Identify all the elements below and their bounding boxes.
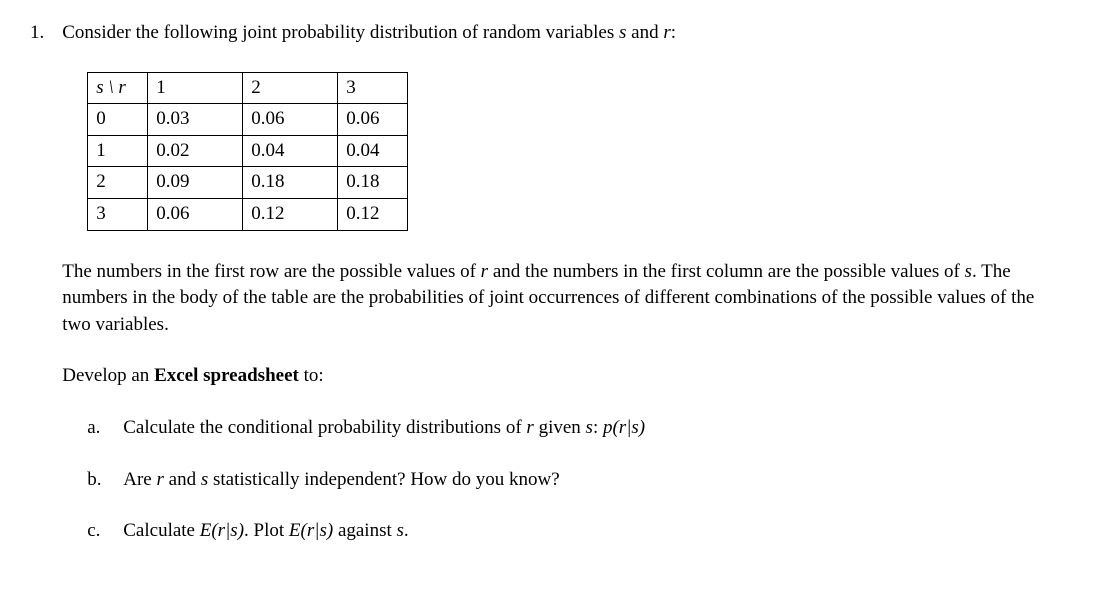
instruction-paragraph: Develop an Excel spreadsheet to: (62, 363, 1065, 390)
s-value-3: 3 (88, 198, 148, 230)
table-row: 1 0.02 0.04 0.04 (88, 135, 408, 167)
sub-a-prefix: Calculate the conditional probability di… (123, 417, 526, 438)
sub-a-text: Calculate the conditional probability di… (123, 415, 645, 442)
sub-b-prefix: Are (123, 469, 156, 490)
probability-table: s \ r 1 2 3 0 0.03 0.06 0.06 1 0.02 0.04… (87, 72, 408, 231)
sub-item-b: b. Are r and s statistically independent… (87, 467, 1065, 494)
r-value-2: 2 (243, 72, 338, 104)
table-cell: 0.06 (243, 104, 338, 136)
sub-items-list: a. Calculate the conditional probability… (87, 415, 1065, 545)
table-cell: 0.09 (148, 167, 243, 199)
s-value-2: 2 (88, 167, 148, 199)
sub-a-mid: given (534, 417, 586, 438)
table-row: 0 0.03 0.06 0.06 (88, 104, 408, 136)
question-body: Consider the following joint probability… (62, 20, 1065, 570)
sub-c-label: c. (87, 518, 105, 545)
table-cell: 0.06 (338, 104, 408, 136)
s-value-0: 0 (88, 104, 148, 136)
header-corner: s \ r (88, 72, 148, 104)
sub-item-a: a. Calculate the conditional probability… (87, 415, 1065, 442)
r-value-1: 1 (148, 72, 243, 104)
question-number: 1. (30, 20, 44, 570)
intro-text: Consider the following joint probability… (62, 20, 1065, 47)
sub-b-suffix: statistically independent? How do you kn… (208, 469, 559, 490)
table-cell: 0.18 (243, 167, 338, 199)
table-row: 2 0.09 0.18 0.18 (88, 167, 408, 199)
var-r: r (526, 417, 533, 438)
instruction-bold: Excel spreadsheet (154, 365, 299, 386)
table-header-row: s \ r 1 2 3 (88, 72, 408, 104)
sub-a-formula: p(r|s) (603, 417, 645, 438)
table-cell: 0.06 (148, 198, 243, 230)
sub-a-label: a. (87, 415, 105, 442)
instruction-prefix: Develop an (62, 365, 154, 386)
intro-prefix: Consider the following joint probability… (62, 22, 619, 43)
sub-b-text: Are r and s statistically independent? H… (123, 467, 559, 494)
table-cell: 0.18 (338, 167, 408, 199)
table-cell: 0.04 (243, 135, 338, 167)
var-s: s (397, 520, 404, 541)
instruction-suffix: to: (299, 365, 324, 386)
table-cell: 0.12 (338, 198, 408, 230)
explanation-prefix: The numbers in the first row are the pos… (62, 261, 480, 282)
var-s: s (586, 417, 593, 438)
sub-c-suffix: . (404, 520, 409, 541)
intro-suffix: : (671, 22, 676, 43)
sub-b-label: b. (87, 467, 105, 494)
sub-c-formula2: E(r|s) (289, 520, 333, 541)
var-r: r (156, 469, 163, 490)
var-s: s (965, 261, 972, 282)
sub-c-against: against (333, 520, 396, 541)
table-row: 3 0.06 0.12 0.12 (88, 198, 408, 230)
sub-c-text: Calculate E(r|s). Plot E(r|s) against s. (123, 518, 408, 545)
sub-c-mid: . Plot (244, 520, 289, 541)
sub-c-prefix: Calculate (123, 520, 200, 541)
explanation-paragraph: The numbers in the first row are the pos… (62, 259, 1065, 339)
intro-and: and (626, 22, 663, 43)
var-r: r (481, 261, 488, 282)
table-cell: 0.02 (148, 135, 243, 167)
sub-c-formula1: E(r|s) (200, 520, 244, 541)
table-cell: 0.04 (338, 135, 408, 167)
table-cell: 0.12 (243, 198, 338, 230)
r-value-3: 3 (338, 72, 408, 104)
explanation-mid: and the numbers in the first column are … (488, 261, 964, 282)
sub-a-suffix: : (593, 417, 603, 438)
sub-b-mid: and (164, 469, 201, 490)
sub-item-c: c. Calculate E(r|s). Plot E(r|s) against… (87, 518, 1065, 545)
var-r: r (663, 22, 670, 43)
table-cell: 0.03 (148, 104, 243, 136)
question-container: 1. Consider the following joint probabil… (30, 20, 1065, 570)
s-value-1: 1 (88, 135, 148, 167)
